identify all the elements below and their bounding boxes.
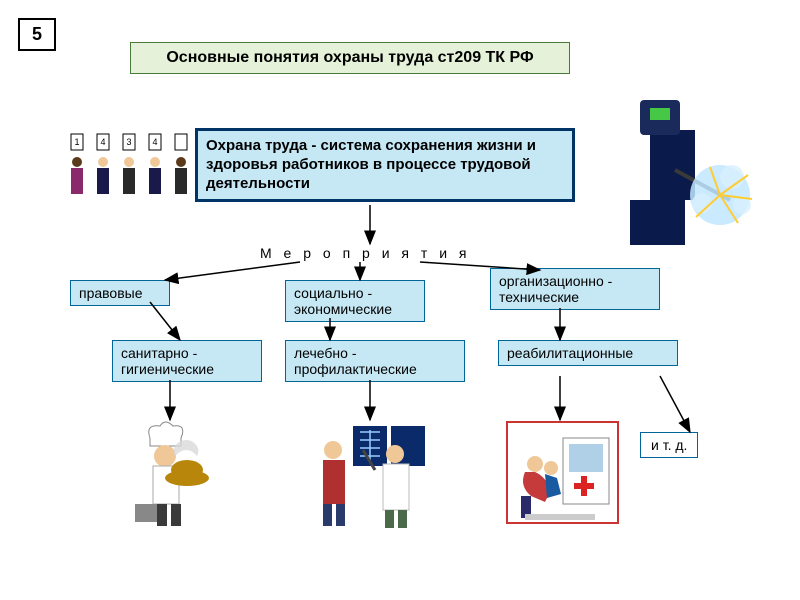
section-label: М е р о п р и я т и я xyxy=(260,245,471,261)
svg-text:3: 3 xyxy=(126,137,131,147)
category-sanitary: санитарно - гигиенические xyxy=(112,340,262,382)
category-social-economic: социально - экономические xyxy=(285,280,425,322)
doctor-xray-icon xyxy=(305,420,435,530)
ambulance-icon xyxy=(505,420,620,525)
people-row-icon: 1 4 3 4 xyxy=(65,130,195,200)
category-org-technical: организационно - технические xyxy=(490,268,660,310)
category-rehabilitation: реабилитационные xyxy=(498,340,678,366)
svg-text:4: 4 xyxy=(100,137,105,147)
svg-text:1: 1 xyxy=(74,137,79,147)
definition-box: Охрана труда - система сохранения жизни … xyxy=(195,128,575,202)
etc-box: и т. д. xyxy=(640,432,698,458)
category-legal: правовые xyxy=(70,280,170,306)
svg-text:4: 4 xyxy=(152,137,157,147)
page-title: Основные понятия охраны труда ст209 ТК Р… xyxy=(130,42,570,74)
slide-number: 5 xyxy=(18,18,56,51)
category-medical-prev: лечебно - профилактические xyxy=(285,340,465,382)
welder-icon xyxy=(580,80,770,260)
chef-icon xyxy=(115,420,225,530)
